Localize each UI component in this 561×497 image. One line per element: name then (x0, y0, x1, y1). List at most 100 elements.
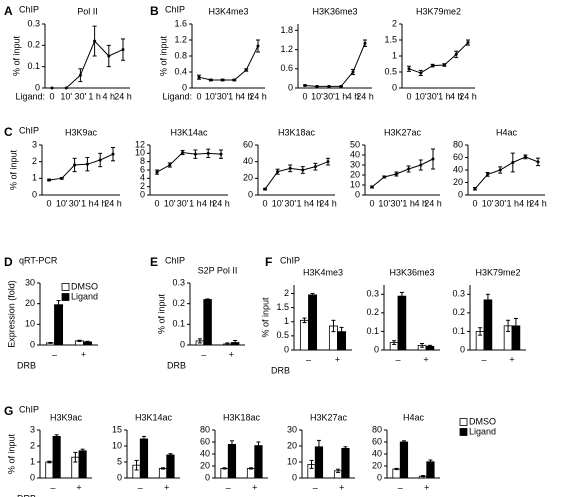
y-tick-label: 0 (32, 189, 37, 199)
data-point (288, 166, 292, 170)
data-point (339, 84, 343, 88)
x-tick-label: 10' (60, 91, 72, 101)
x-tick-label: – (398, 482, 403, 492)
data-point (315, 84, 319, 88)
data-point (523, 155, 527, 159)
y-tick-label: 0.3 (27, 18, 40, 28)
x-tick-label: 4 h (347, 91, 360, 101)
error-bar (331, 319, 336, 333)
bar (299, 319, 309, 351)
x-tick-label: 1 h (335, 91, 348, 101)
x-tick-label: 0 (262, 198, 267, 208)
data-point (473, 187, 477, 191)
x-tick-label: 24 h (529, 198, 547, 208)
x-tick-label: 30' (427, 91, 439, 101)
bar (227, 443, 237, 479)
bar (158, 467, 168, 479)
y-tick-label: 15 (112, 424, 122, 434)
data-point (209, 78, 213, 82)
y-axis-label: % of input (6, 433, 16, 474)
x-tick-label: – (481, 354, 486, 364)
y-tick-label: 0 (140, 189, 145, 199)
panel-letter: C (4, 125, 13, 139)
x-tick-label: 24 h (212, 198, 230, 208)
y-tick-label: 20 (243, 173, 253, 183)
data-point (111, 152, 115, 156)
x-tick-label: 30' (177, 198, 189, 208)
legend-label: DMSO (71, 281, 98, 291)
x-tick-label: 0 (49, 91, 54, 101)
data-line (48, 153, 114, 181)
data-point (47, 178, 51, 182)
data-point (327, 84, 331, 88)
data-point (511, 161, 515, 164)
y-tick-label: 0.1 (172, 319, 185, 329)
x-tick-label: 1 h (402, 198, 415, 208)
error-bar (428, 459, 433, 465)
data-point (276, 170, 280, 174)
legend-swatch (61, 283, 70, 291)
y-tick-label: 12 (135, 139, 145, 149)
y-tick-label: 20 (372, 460, 382, 470)
legend-label: DMSO (469, 416, 496, 426)
y-tick-label: 0 (292, 472, 297, 482)
error-bar (399, 291, 404, 301)
x-axis-label: Ligand: (162, 91, 192, 101)
y-tick-label: 0 (205, 472, 210, 482)
y-tick-label: 0 (460, 344, 465, 354)
y-tick-label: 0.3 (452, 289, 465, 299)
x-tick-label: 1 h (507, 198, 520, 208)
y-tick-label: 0 (180, 339, 185, 349)
data-point (431, 157, 435, 161)
data-point (193, 152, 197, 156)
x-tick-label: 30' (284, 198, 296, 208)
y-tick-label: 0 (30, 339, 35, 349)
error-bar (401, 440, 406, 444)
error-bar (392, 340, 397, 345)
y-axis-label: % of input (156, 293, 166, 334)
x-tick-label: – (52, 349, 57, 359)
x-tick-label: + (423, 354, 428, 364)
data-point (313, 165, 317, 169)
data-point (50, 86, 54, 90)
data-point (244, 68, 248, 72)
chart-title: H3K14ac (135, 412, 173, 422)
chart-title: H4ac (403, 412, 425, 422)
x-tick-label: 0 (472, 198, 477, 208)
data-point (351, 70, 355, 74)
error-bar (427, 344, 432, 348)
x-tick-label: 10' (164, 198, 176, 208)
x-tick-label: – (201, 349, 206, 359)
y-tick-label: 0 (288, 82, 293, 92)
y-tick-label: 1 (284, 316, 289, 326)
assay-label: ChIP (165, 255, 185, 265)
data-point (73, 163, 77, 167)
y-tick-label: 40 (453, 164, 463, 174)
x-tick-label: 10' (378, 198, 390, 208)
y-tick-label: 0.8 (174, 50, 187, 60)
assay-label: qRT-PCR (19, 255, 58, 265)
bar (52, 435, 61, 479)
x-tick-label: 4 h (415, 198, 428, 208)
y-axis-label: % of input (260, 297, 270, 338)
legend-swatch (459, 418, 468, 426)
x-tick-label: 30' (217, 91, 229, 101)
y-tick-label: 0.3 (172, 277, 185, 287)
y-tick-label: 60 (372, 436, 382, 446)
panel-letter: B (150, 4, 159, 18)
error-bar (222, 467, 227, 470)
error-bar (316, 439, 321, 454)
assay-label: ChIP (19, 4, 39, 14)
error-bar (77, 339, 82, 342)
data-point (85, 162, 89, 166)
x-tick-label: 10' (205, 91, 217, 101)
y-axis-label: % of input (158, 35, 168, 76)
data-point (219, 152, 223, 156)
data-point (206, 151, 210, 155)
y-tick-label: 2 (32, 156, 37, 166)
y-tick-label: 6 (140, 164, 145, 174)
data-point (60, 176, 64, 180)
bar (308, 294, 318, 351)
data-point (536, 160, 540, 164)
